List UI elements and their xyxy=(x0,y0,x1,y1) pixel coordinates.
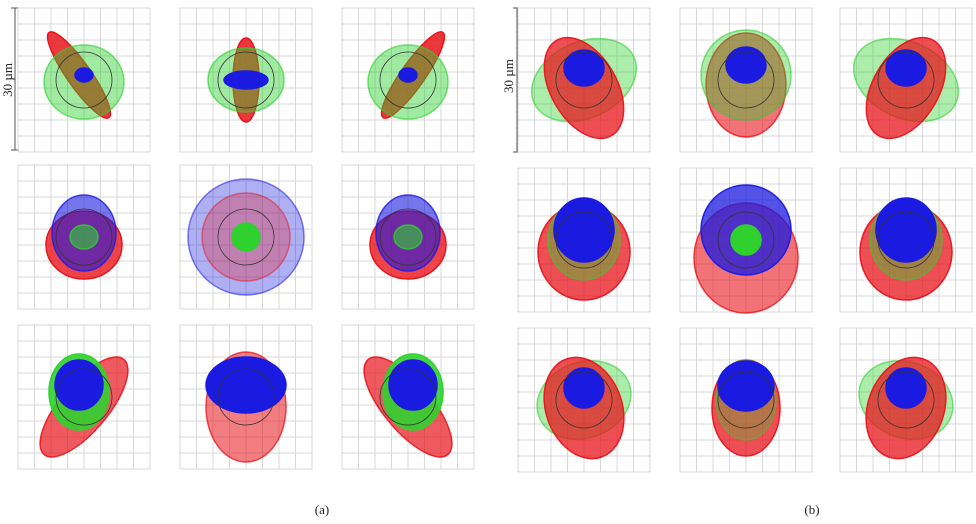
spot-panel xyxy=(840,168,972,312)
spot xyxy=(564,368,604,408)
scale-label: 30 µm xyxy=(501,59,516,93)
spot xyxy=(70,225,98,249)
spot-panel xyxy=(518,328,650,472)
spot xyxy=(876,198,936,262)
spot xyxy=(232,223,260,251)
spot-panel xyxy=(680,328,812,472)
spot-panel xyxy=(180,165,312,309)
spot xyxy=(394,225,422,249)
spot xyxy=(75,68,93,82)
spot-panel xyxy=(18,165,150,309)
spot-panel xyxy=(180,8,312,152)
spot xyxy=(731,225,761,255)
spot-panel xyxy=(518,168,650,312)
spot-panel xyxy=(180,325,312,469)
spot-panel xyxy=(18,325,150,470)
spot xyxy=(389,360,437,410)
spot xyxy=(55,360,103,410)
spot xyxy=(886,368,926,408)
spot-panel xyxy=(518,8,650,152)
panel-label: (a) xyxy=(315,502,329,517)
spot xyxy=(554,198,614,262)
spot-panel xyxy=(18,8,150,152)
spot xyxy=(718,361,774,411)
spot xyxy=(224,71,268,89)
spot xyxy=(206,357,286,413)
spot-panel xyxy=(840,8,972,152)
spot-panel xyxy=(680,8,812,152)
spot-panel xyxy=(342,8,474,152)
spot xyxy=(399,68,417,82)
spot-panel xyxy=(342,325,474,470)
spot-panel xyxy=(840,328,972,472)
panel-label: (b) xyxy=(804,502,819,517)
spot xyxy=(726,47,766,83)
spot-panel xyxy=(680,168,812,313)
figure: 30 µm 30 µm (a) (b) xyxy=(0,0,976,524)
spot-panel xyxy=(342,165,474,309)
scale-label: 30 µm xyxy=(0,63,15,97)
